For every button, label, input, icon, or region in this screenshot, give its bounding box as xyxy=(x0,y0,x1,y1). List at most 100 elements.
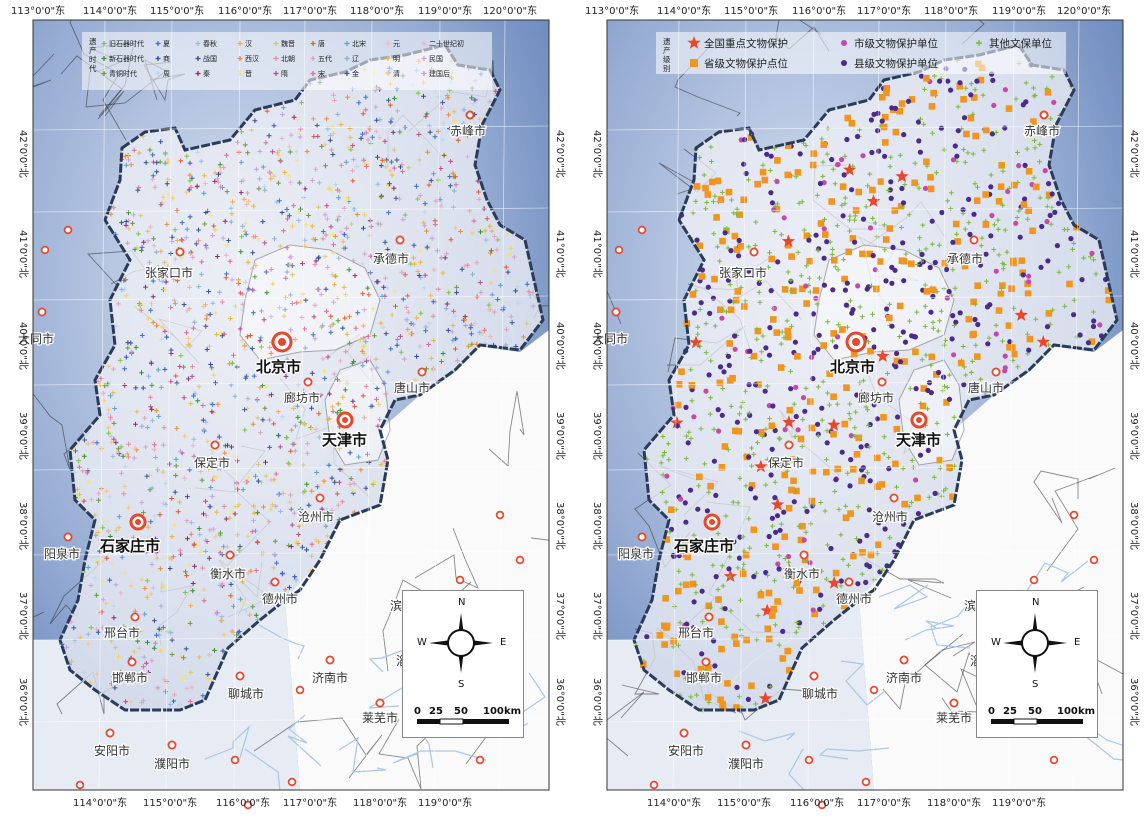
site-point xyxy=(863,579,869,586)
city-label: 聊城市 xyxy=(802,686,838,701)
lon-tick-top: 118°0'0"东 xyxy=(924,4,978,17)
site-point xyxy=(163,279,169,285)
site-point xyxy=(927,174,934,181)
site-point xyxy=(1031,93,1037,99)
city-label: 阳泉市 xyxy=(618,546,654,561)
legend-swatch xyxy=(155,41,161,46)
site-point xyxy=(781,533,788,540)
city-9: 沧州市 xyxy=(871,493,909,525)
site-point xyxy=(417,193,423,198)
site-point xyxy=(472,321,478,326)
site-point xyxy=(316,434,322,440)
site-point xyxy=(821,282,827,288)
site-point xyxy=(914,309,920,315)
city-14: 济南市 xyxy=(311,655,349,686)
site-point xyxy=(809,161,817,169)
site-point xyxy=(835,334,841,340)
site-point xyxy=(414,354,419,359)
site-point xyxy=(231,603,236,609)
site-point xyxy=(191,325,196,331)
site-point xyxy=(483,237,489,243)
site-point xyxy=(121,491,127,497)
site-point xyxy=(972,181,978,187)
site-point xyxy=(506,252,512,258)
site-point xyxy=(863,204,869,210)
site-point xyxy=(865,183,871,189)
city-marker xyxy=(991,367,1001,377)
site-point xyxy=(836,322,841,328)
lat-tick-right: 40°0'0"北 xyxy=(554,322,566,370)
site-point xyxy=(203,243,209,248)
beijing-boundary xyxy=(813,244,955,361)
site-point xyxy=(755,613,761,618)
site-point xyxy=(867,225,874,231)
site-point xyxy=(773,529,779,535)
site-point xyxy=(810,571,815,576)
site-point xyxy=(810,150,818,157)
site-point xyxy=(459,266,465,272)
site-point xyxy=(937,78,943,84)
site-point xyxy=(289,427,294,433)
site-point xyxy=(347,482,353,487)
lon-tick-top: 119°0'0"东 xyxy=(992,4,1046,17)
site-point xyxy=(139,333,145,338)
site-point xyxy=(388,119,394,125)
site-point xyxy=(475,178,481,184)
lat-tick-right: 42°0'0"北 xyxy=(554,130,566,178)
site-point xyxy=(422,201,428,206)
site-point xyxy=(728,608,734,614)
site-point xyxy=(677,620,683,626)
site-point xyxy=(1046,181,1052,187)
site-point xyxy=(660,472,666,478)
city-label: 濮阳市 xyxy=(728,756,764,771)
site-point xyxy=(405,327,411,332)
site-point xyxy=(445,328,451,333)
site-point xyxy=(830,166,836,172)
site-point xyxy=(188,520,194,525)
site-point xyxy=(884,306,890,312)
site-point xyxy=(150,152,156,158)
site-point xyxy=(847,510,854,517)
site-point xyxy=(153,408,159,413)
site-point xyxy=(764,151,770,157)
admin-boundary xyxy=(961,20,985,45)
site-point xyxy=(232,511,238,517)
city-marker xyxy=(230,755,240,765)
site-point xyxy=(687,487,694,493)
site-point xyxy=(707,310,713,316)
site-point xyxy=(916,138,922,144)
site-point xyxy=(363,107,369,113)
site-point xyxy=(201,511,206,517)
site-point xyxy=(337,188,342,194)
site-point xyxy=(768,288,774,294)
city-marker xyxy=(287,777,297,787)
site-point xyxy=(263,140,269,146)
legend-swatch xyxy=(841,60,847,66)
site-point xyxy=(173,473,179,478)
site-point xyxy=(1062,303,1068,309)
site-point xyxy=(793,629,799,635)
site-point xyxy=(702,461,707,467)
site-point xyxy=(109,561,115,566)
site-point xyxy=(526,289,532,295)
site-point xyxy=(136,301,142,306)
site-point xyxy=(384,157,389,163)
site-point xyxy=(866,444,872,450)
site-point xyxy=(311,116,316,122)
site-point xyxy=(431,338,436,343)
site-point xyxy=(1032,138,1037,143)
site-point xyxy=(364,164,369,169)
site-point xyxy=(196,227,201,233)
site-point xyxy=(224,544,230,550)
site-point xyxy=(224,242,230,248)
site-point xyxy=(369,403,375,409)
site-point xyxy=(240,307,245,313)
site-point xyxy=(250,604,256,610)
site-point xyxy=(770,605,778,613)
site-point xyxy=(881,451,887,456)
site-point xyxy=(453,346,458,352)
city-label: 大同市 xyxy=(592,331,628,346)
site-point xyxy=(267,445,272,450)
site-point xyxy=(950,239,956,245)
compass-west: W xyxy=(417,637,427,648)
